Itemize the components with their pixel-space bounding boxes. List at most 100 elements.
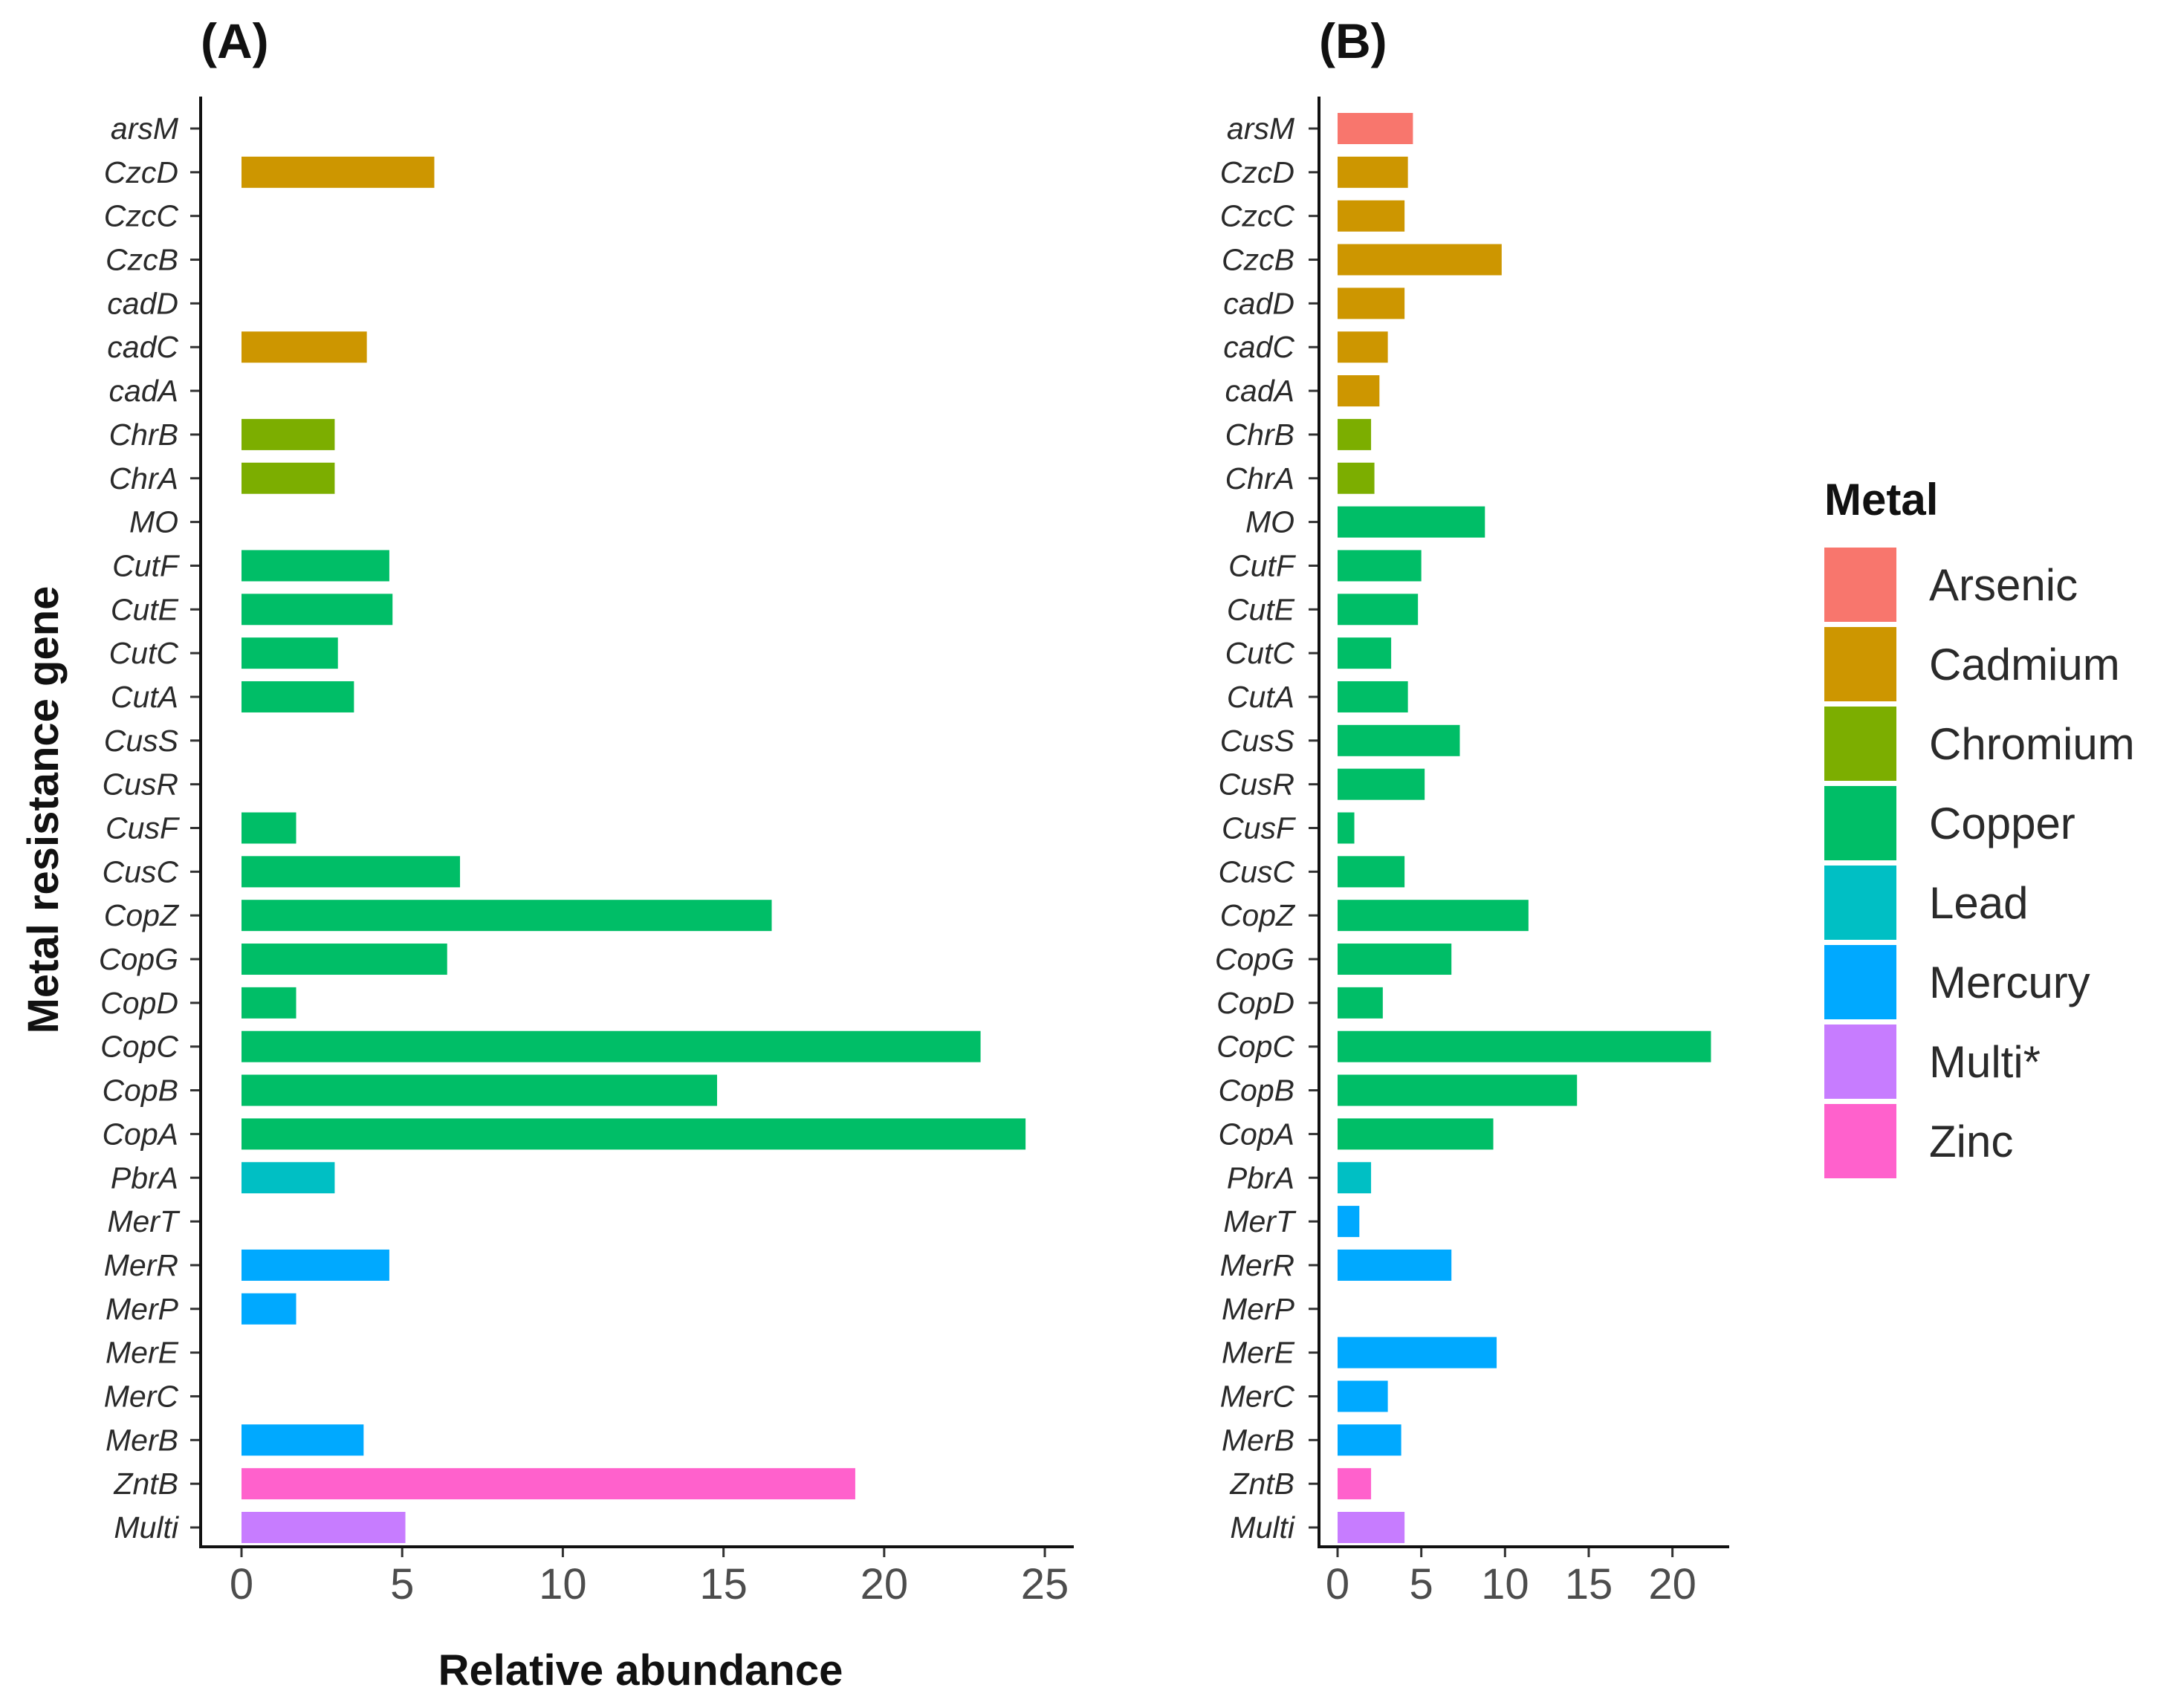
- panel-a-ytick-label-chrb: ChrB: [109, 418, 178, 452]
- legend-key-copper: [1824, 786, 1896, 860]
- panel-b-xtick-label-0: 0: [1326, 1560, 1349, 1608]
- panel-b-ytick-label-chrb: ChrB: [1225, 418, 1294, 452]
- panel-b-xtick-label-5: 5: [1410, 1560, 1433, 1608]
- panel-b-bar-chrb: [1338, 418, 1372, 450]
- panel-a-ytick-label-cuta: CutA: [111, 680, 178, 714]
- panel-a-bar-zntb: [242, 1468, 855, 1500]
- panel-b-xtick-label-15: 15: [1565, 1560, 1613, 1608]
- panel-a-bar-cutf: [242, 550, 389, 582]
- panel-b-bar-copb: [1338, 1074, 1578, 1106]
- panel-b-bar-cutf: [1338, 550, 1422, 582]
- panel-b-bar-zntb: [1338, 1468, 1372, 1500]
- panel-b-ytick-label-chra: ChrA: [1225, 461, 1294, 496]
- panel-a-ytick-label-copd: CopD: [100, 986, 178, 1020]
- legend: Metal Arsenic Cadmium Chromium Copper Lead Me…: [1824, 475, 2135, 1178]
- panel-b-bar-cada: [1338, 375, 1380, 407]
- panel-b-ytick-label-copd: CopD: [1216, 986, 1294, 1020]
- panel-a-bar-cutc: [242, 637, 338, 669]
- panel-b-bar-copd: [1338, 987, 1383, 1019]
- panel-a: (A) Metal resistance gene Relative abund…: [19, 13, 1074, 1695]
- panel-b-ytick-label-czcc: CzcC: [1220, 199, 1295, 233]
- panel-b-ytick-label-cuss: CusS: [1220, 724, 1294, 758]
- legend-label-multi: Multi*: [1929, 1037, 2041, 1087]
- panel-b-xtick-label-10: 10: [1481, 1560, 1529, 1608]
- panel-b-ytick-label-merr: MerR: [1220, 1248, 1294, 1282]
- panel-b-bar-cusr: [1338, 768, 1425, 800]
- panel-b-bar-cuss: [1338, 724, 1460, 756]
- panel-a-ytick-group: arsM CzcD CzcC CzcB cadD cadC cadA ChrB ChrA MO Cu…: [99, 111, 201, 1545]
- panel-a-bar-copz: [242, 900, 772, 932]
- panel-b-ytick-label-czcd: CzcD: [1220, 155, 1294, 189]
- panel-a-bar-copb: [242, 1074, 717, 1106]
- panel-a-bar-copg: [242, 944, 447, 975]
- panel-a-ytick-label-merc: MerC: [104, 1379, 179, 1413]
- panel-a-bar-chra: [242, 462, 335, 494]
- panel-a-ytick-label-copc: CopC: [100, 1030, 178, 1064]
- panel-b-bar-cute: [1338, 594, 1419, 626]
- panel-b-ytick-label-cusf: CusF: [1222, 811, 1296, 845]
- panel-b-bar-merr: [1338, 1249, 1452, 1281]
- panel-a-xtick-label-25: 25: [1021, 1560, 1069, 1608]
- panel-b-bar-merb: [1338, 1424, 1401, 1456]
- panel-a-ytick-label-czcb: CzcB: [106, 243, 178, 277]
- panel-b-ytick-label-copb: CopB: [1218, 1074, 1294, 1108]
- legend-key-lead: [1824, 866, 1896, 940]
- panel-b-ytick-label-cuta: CutA: [1227, 680, 1294, 714]
- panel-a-bar-cuta: [242, 681, 354, 712]
- panel-a-ytick-label-zntb: ZntB: [113, 1467, 178, 1501]
- panel-b-ytick-label-merb: MerB: [1222, 1423, 1294, 1457]
- legend-label-mercury: Mercury: [1929, 958, 2090, 1007]
- panel-b-xtick-group: 0 5 10 15 20: [1326, 1547, 1696, 1608]
- panel-a-bar-copd: [242, 987, 296, 1019]
- panel-a-ytick-label-cusc: CusC: [102, 854, 178, 889]
- panel-b-ytick-label-mert: MerT: [1223, 1204, 1297, 1238]
- legend-label-lead: Lead: [1929, 878, 2028, 928]
- panel-a-bar-cadc: [242, 331, 367, 363]
- panel-a-ytick-label-chra: ChrA: [109, 461, 178, 496]
- panel-a-ytick-label-merr: MerR: [104, 1248, 178, 1282]
- legend-label-arsenic: Arsenic: [1929, 560, 2078, 610]
- panel-a-ytick-label-merp: MerP: [106, 1292, 179, 1326]
- panel-a-ytick-label-cada: cadA: [109, 374, 178, 408]
- panel-a-xtick-group: 0 5 10 15 20 25: [230, 1547, 1069, 1608]
- panel-a-xtick-label-20: 20: [861, 1560, 909, 1608]
- panel-a-ytick-label-cusf: CusF: [106, 811, 180, 845]
- panel-a-bar-cusf: [242, 812, 296, 844]
- panel-a-bar-copc: [242, 1030, 981, 1062]
- panel-a-ytick-label-copg: CopG: [99, 942, 178, 976]
- legend-label-cadmium: Cadmium: [1929, 640, 2120, 689]
- panel-a-ytick-label-mert: MerT: [107, 1204, 181, 1238]
- panel-a-ytick-label-copb: CopB: [102, 1074, 178, 1108]
- panel-b-ytick-label-czcb: CzcB: [1222, 243, 1294, 277]
- panel-a-ytick-label-cadd: cadD: [107, 286, 178, 320]
- panel-b-bar-pbra: [1338, 1162, 1372, 1194]
- panel-b-ytick-label-cutc: CutC: [1225, 636, 1295, 670]
- panel-b-ytick-label-copz: CopZ: [1220, 898, 1296, 932]
- y-axis-title: Metal resistance gene: [19, 586, 68, 1034]
- panel-b-bar-merc: [1338, 1380, 1388, 1412]
- x-axis-title: Relative abundance: [438, 1646, 843, 1695]
- panel-b-ytick-label-cusc: CusC: [1218, 854, 1294, 889]
- panel-b-bar-mere: [1338, 1337, 1497, 1368]
- panel-b-bar-czcd: [1338, 156, 1408, 188]
- panel-b-bar-copc: [1338, 1030, 1711, 1062]
- panel-b-xtick-label-20: 20: [1648, 1560, 1696, 1608]
- panel-a-ytick-label-merb: MerB: [106, 1423, 178, 1457]
- panel-b-ytick-label-zntb: ZntB: [1229, 1467, 1294, 1501]
- panel-a-ytick-label-arsm: arsM: [111, 111, 179, 146]
- legend-label-copper: Copper: [1929, 799, 2075, 848]
- panel-b-bar-cadd: [1338, 288, 1405, 319]
- panel-a-ytick-label-copz: CopZ: [104, 898, 180, 932]
- panel-a-bar-cute: [242, 594, 393, 626]
- panel-a-bar-pbra: [242, 1162, 335, 1194]
- legend-item-group: Arsenic Cadmium Chromium Copper Lead Mercury M…: [1824, 548, 2135, 1178]
- panel-b-ytick-label-mere: MerE: [1222, 1336, 1295, 1370]
- panel-a-xtick-label-10: 10: [539, 1560, 587, 1608]
- legend-key-cadmium: [1824, 627, 1896, 701]
- panel-b-bar-mert: [1338, 1206, 1360, 1238]
- panel-a-ytick-label-cusr: CusR: [102, 767, 178, 802]
- panel-b-label: (B): [1319, 13, 1387, 68]
- panel-b-ytick-label-cusr: CusR: [1218, 767, 1294, 802]
- panel-b-bar-chra: [1338, 462, 1375, 494]
